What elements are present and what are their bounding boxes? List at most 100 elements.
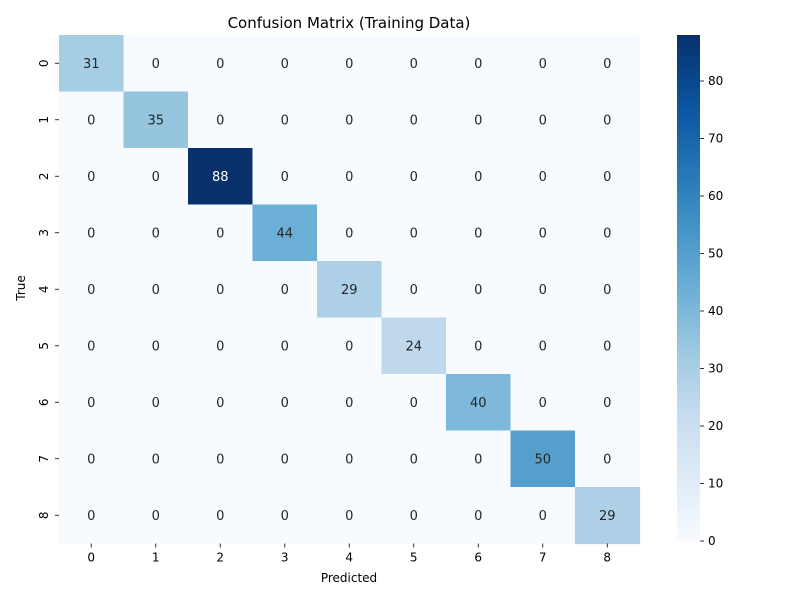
heatmap-cell [59,487,125,545]
cell-value-label: 0 [152,170,160,185]
cell-value-label: 0 [345,509,353,524]
heatmap-cell [59,148,125,206]
colorbar-tick-label: 40 [708,304,723,318]
cell-value-label: 0 [474,283,482,298]
cell-value-label: 0 [281,57,289,72]
cell-value-label: 0 [345,226,353,241]
cell-value-label: 0 [216,57,224,72]
heatmap-cell [123,430,189,488]
cell-value-label: 0 [539,283,547,298]
cell-value-label: 0 [152,283,160,298]
cell-value-label: 0 [281,509,289,524]
heatmap-cell [252,317,318,375]
y-tick-label: 6 [37,398,51,406]
cell-value-label: 0 [152,396,160,411]
heatmap-cell [446,317,512,375]
cell-value-label: 0 [281,339,289,354]
cell-value-label: 0 [345,57,353,72]
colorbar: 0 10 20 30 40 50 60 70 80 [677,35,723,548]
heatmap-cell [252,35,318,93]
heatmap-cells [59,35,641,545]
heatmap-cell [446,148,512,206]
cell-value-label: 0 [410,57,418,72]
heatmap-cell [381,487,447,545]
cell-value-label: 0 [474,226,482,241]
cell-value-label: 0 [410,509,418,524]
heatmap-cell [510,148,576,206]
heatmap-cell [59,35,125,93]
heatmap-cell [510,35,576,93]
colorbar-tick-label: 60 [708,189,723,203]
cell-value-label: 0 [410,170,418,185]
heatmap-cell [188,91,254,149]
cell-value-label: 0 [539,509,547,524]
y-tick-label: 0 [37,59,51,67]
cell-value-label: 0 [345,113,353,128]
heatmap-cell [317,317,383,375]
colorbar-tick-label: 10 [708,477,723,491]
cell-value-label: 44 [276,226,293,241]
heatmap-cell [123,91,189,149]
heatmap-cell [317,35,383,93]
heatmap-cell [252,204,318,262]
cell-value-label: 0 [152,226,160,241]
heatmap-cell [59,317,125,375]
heatmap-cell [446,35,512,93]
cell-value-label: 0 [474,339,482,354]
cell-value-label: 0 [474,57,482,72]
heatmap-cell [381,204,447,262]
heatmap-cell [123,317,189,375]
x-tick-label: 2 [216,551,224,565]
x-axis-label: Predicted [321,571,377,585]
x-tick-label: 3 [281,551,289,565]
y-tick-label: 5 [37,342,51,350]
cell-value-label: 0 [216,113,224,128]
heatmap-cell [188,374,254,432]
cell-value-label: 31 [83,57,100,72]
cell-value-label: 0 [345,396,353,411]
heatmap-cell [510,261,576,319]
cell-value-label: 0 [152,57,160,72]
cell-value-label: 0 [603,226,611,241]
heatmap-cell [575,261,641,319]
colorbar-tick-label: 0 [708,534,716,548]
cell-value-label: 0 [216,283,224,298]
cell-value-label: 0 [603,396,611,411]
cell-value-label: 0 [474,452,482,467]
heatmap-cell [381,148,447,206]
cell-value-label: 0 [152,339,160,354]
heatmap-cell [575,317,641,375]
y-tick-label: 4 [37,285,51,293]
heatmap-cell [381,430,447,488]
x-axis: 0 1 2 3 4 5 6 7 8 [87,543,611,565]
heatmap-cell [59,261,125,319]
cell-value-label: 0 [474,113,482,128]
heatmap-cell [381,35,447,93]
heatmap-cell [188,204,254,262]
cell-value-label: 0 [539,339,547,354]
cell-value-label: 0 [281,396,289,411]
heatmap-cell [123,204,189,262]
heatmap-cell [123,374,189,432]
heatmap-cell [381,374,447,432]
heatmap-cell [317,487,383,545]
colorbar-tick-label: 20 [708,419,723,433]
cell-value-label: 0 [345,452,353,467]
heatmap-cell [252,487,318,545]
heatmap-cell [317,261,383,319]
cell-value-label: 35 [147,113,164,128]
colorbar-tick-label: 30 [708,362,723,376]
heatmap-cell [123,148,189,206]
heatmap-cell [123,487,189,545]
heatmap-cell [446,91,512,149]
cell-value-label: 0 [410,283,418,298]
heatmap-cell [188,487,254,545]
cell-value-label: 0 [474,509,482,524]
cell-value-label: 0 [410,396,418,411]
heatmap-cell [510,91,576,149]
heatmap-cell [188,261,254,319]
heatmap-cell [317,430,383,488]
heatmap-cell [575,148,641,206]
